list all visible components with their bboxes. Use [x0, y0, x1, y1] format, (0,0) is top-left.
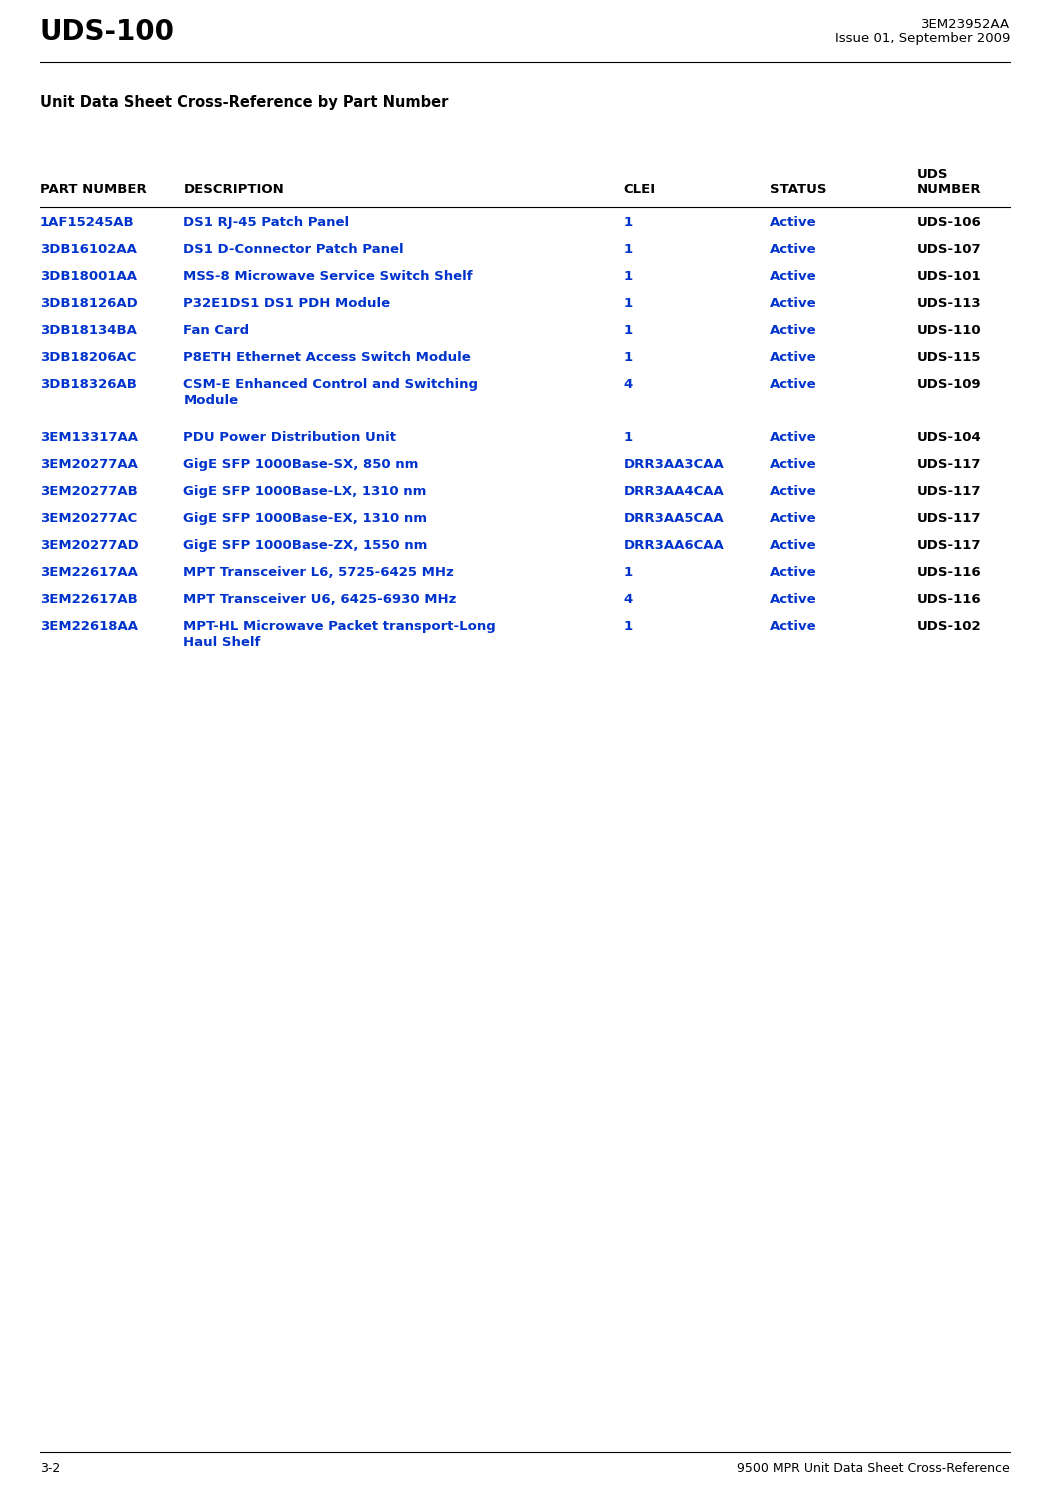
- Text: UDS-110: UDS-110: [917, 324, 982, 337]
- Text: UDS-115: UDS-115: [917, 351, 982, 364]
- Text: GigE SFP 1000Base-EX, 1310 nm: GigE SFP 1000Base-EX, 1310 nm: [183, 512, 428, 524]
- Text: 1: 1: [624, 243, 633, 256]
- Text: STATUS: STATUS: [770, 183, 827, 196]
- Text: UDS-117: UDS-117: [917, 539, 982, 551]
- Text: Active: Active: [770, 620, 816, 634]
- Text: Active: Active: [770, 458, 816, 470]
- Text: 3DB18206AC: 3DB18206AC: [40, 351, 136, 364]
- Text: 9500 MPR Unit Data Sheet Cross-Reference: 9500 MPR Unit Data Sheet Cross-Reference: [737, 1462, 1010, 1476]
- Text: Active: Active: [770, 431, 816, 443]
- Text: 4: 4: [624, 593, 633, 607]
- Text: Active: Active: [770, 512, 816, 524]
- Text: GigE SFP 1000Base-ZX, 1550 nm: GigE SFP 1000Base-ZX, 1550 nm: [183, 539, 428, 551]
- Text: UDS-117: UDS-117: [917, 512, 982, 524]
- Text: Active: Active: [770, 566, 816, 580]
- Text: GigE SFP 1000Base-SX, 850 nm: GigE SFP 1000Base-SX, 850 nm: [183, 458, 419, 470]
- Text: 3DB18126AD: 3DB18126AD: [40, 297, 137, 310]
- Text: UDS-116: UDS-116: [917, 593, 982, 607]
- Text: 1: 1: [624, 297, 633, 310]
- Text: 3DB16102AA: 3DB16102AA: [40, 243, 136, 256]
- Text: MSS-8 Microwave Service Switch Shelf: MSS-8 Microwave Service Switch Shelf: [183, 270, 473, 283]
- Text: DS1 D-Connector Patch Panel: DS1 D-Connector Patch Panel: [183, 243, 405, 256]
- Text: UDS-113: UDS-113: [917, 297, 982, 310]
- Text: Active: Active: [770, 377, 816, 391]
- Text: 1: 1: [624, 351, 633, 364]
- Text: 1: 1: [624, 270, 633, 283]
- Text: Unit Data Sheet Cross-Reference by Part Number: Unit Data Sheet Cross-Reference by Part …: [40, 94, 449, 109]
- Text: 3EM13317AA: 3EM13317AA: [40, 431, 138, 443]
- Text: 4: 4: [624, 377, 633, 391]
- Text: 3EM20277AA: 3EM20277AA: [40, 458, 137, 470]
- Text: P8ETH Ethernet Access Switch Module: P8ETH Ethernet Access Switch Module: [183, 351, 472, 364]
- Text: UDS-100: UDS-100: [40, 18, 175, 46]
- Text: MPT-HL Microwave Packet transport-Long
Haul Shelf: MPT-HL Microwave Packet transport-Long H…: [183, 620, 496, 649]
- Text: 3DB18326AB: 3DB18326AB: [40, 377, 136, 391]
- Text: 3-2: 3-2: [40, 1462, 60, 1476]
- Text: Issue 01, September 2009: Issue 01, September 2009: [834, 31, 1010, 45]
- Text: Active: Active: [770, 593, 816, 607]
- Text: 1: 1: [624, 216, 633, 229]
- Text: DESCRIPTION: DESCRIPTION: [183, 183, 284, 196]
- Text: Active: Active: [770, 243, 816, 256]
- Text: UDS-104: UDS-104: [917, 431, 982, 443]
- Text: UDS-117: UDS-117: [917, 458, 982, 470]
- Text: NUMBER: NUMBER: [917, 183, 982, 196]
- Text: 3EM22617AB: 3EM22617AB: [40, 593, 137, 607]
- Text: Fan Card: Fan Card: [183, 324, 249, 337]
- Text: 3DB18134BA: 3DB18134BA: [40, 324, 136, 337]
- Text: GigE SFP 1000Base-LX, 1310 nm: GigE SFP 1000Base-LX, 1310 nm: [183, 485, 427, 497]
- Text: PDU Power Distribution Unit: PDU Power Distribution Unit: [183, 431, 396, 443]
- Text: Active: Active: [770, 351, 816, 364]
- Text: 3EM20277AD: 3EM20277AD: [40, 539, 138, 551]
- Text: CSM-E Enhanced Control and Switching
Module: CSM-E Enhanced Control and Switching Mod…: [183, 377, 478, 407]
- Text: DS1 RJ-45 Patch Panel: DS1 RJ-45 Patch Panel: [183, 216, 350, 229]
- Text: 3DB18001AA: 3DB18001AA: [40, 270, 137, 283]
- Text: DRR3AA6CAA: DRR3AA6CAA: [624, 539, 724, 551]
- Text: DRR3AA4CAA: DRR3AA4CAA: [624, 485, 724, 497]
- Text: Active: Active: [770, 297, 816, 310]
- Text: Active: Active: [770, 270, 816, 283]
- Text: 3EM23952AA: 3EM23952AA: [921, 18, 1010, 31]
- Text: 1: 1: [624, 566, 633, 580]
- Text: UDS-117: UDS-117: [917, 485, 982, 497]
- Text: P32E1DS1 DS1 PDH Module: P32E1DS1 DS1 PDH Module: [183, 297, 391, 310]
- Text: DRR3AA5CAA: DRR3AA5CAA: [624, 512, 724, 524]
- Text: MPT Transceiver L6, 5725-6425 MHz: MPT Transceiver L6, 5725-6425 MHz: [183, 566, 454, 580]
- Text: UDS-106: UDS-106: [917, 216, 982, 229]
- Text: CLEI: CLEI: [624, 183, 656, 196]
- Text: 1: 1: [624, 620, 633, 634]
- Text: UDS-116: UDS-116: [917, 566, 982, 580]
- Text: UDS: UDS: [917, 168, 948, 181]
- Text: DRR3AA3CAA: DRR3AA3CAA: [624, 458, 724, 470]
- Text: UDS-102: UDS-102: [917, 620, 982, 634]
- Text: 3EM20277AB: 3EM20277AB: [40, 485, 137, 497]
- Text: 1: 1: [624, 324, 633, 337]
- Text: Active: Active: [770, 485, 816, 497]
- Text: 3EM22617AA: 3EM22617AA: [40, 566, 137, 580]
- Text: PART NUMBER: PART NUMBER: [40, 183, 147, 196]
- Text: MPT Transceiver U6, 6425-6930 MHz: MPT Transceiver U6, 6425-6930 MHz: [183, 593, 457, 607]
- Text: UDS-107: UDS-107: [917, 243, 982, 256]
- Text: Active: Active: [770, 539, 816, 551]
- Text: 3EM22618AA: 3EM22618AA: [40, 620, 138, 634]
- Text: Active: Active: [770, 324, 816, 337]
- Text: Active: Active: [770, 216, 816, 229]
- Text: UDS-101: UDS-101: [917, 270, 982, 283]
- Text: 3EM20277AC: 3EM20277AC: [40, 512, 137, 524]
- Text: 1AF15245AB: 1AF15245AB: [40, 216, 134, 229]
- Text: 1: 1: [624, 431, 633, 443]
- Text: UDS-109: UDS-109: [917, 377, 982, 391]
